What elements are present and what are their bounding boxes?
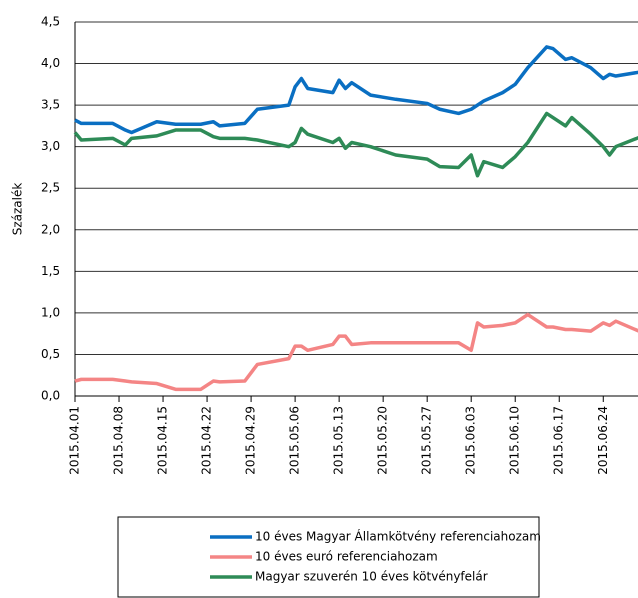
legend-label: 10 éves euró referenciahozam — [255, 550, 438, 564]
x-tick-label: 2015.05.27 — [420, 406, 434, 475]
y-tick-label: 0,5 — [41, 347, 60, 361]
x-tick-label: 2015.04.15 — [156, 406, 170, 475]
y-tick-label: 4,5 — [41, 15, 60, 29]
x-tick-label: 2015.05.20 — [376, 406, 390, 475]
x-tick-label: 2015.06.03 — [464, 406, 478, 475]
legend-label: 10 éves Magyar Államkötvény referenciaho… — [255, 529, 541, 544]
y-tick-label: 4,0 — [41, 56, 60, 70]
y-tick-label: 0,0 — [41, 389, 60, 403]
y-tick-label: 2,5 — [41, 181, 60, 195]
x-tick-label: 2015.06.10 — [508, 406, 522, 475]
y-tick-label: 3,0 — [41, 139, 60, 153]
x-tick-label: 2015.04.29 — [244, 406, 258, 475]
x-tick-label: 2015.04.01 — [68, 406, 82, 475]
series-line — [74, 45, 638, 135]
x-tick-label: 2015.04.22 — [200, 406, 214, 475]
x-tick-label: 2015.06.24 — [596, 406, 610, 475]
y-tick-label: 3,5 — [41, 98, 60, 112]
x-tick-label: 2015.04.08 — [112, 406, 126, 475]
x-tick-label: 2015.06.17 — [552, 406, 566, 475]
x-tick-label: 2015.05.06 — [288, 406, 302, 475]
series-line — [74, 312, 638, 392]
y-tick-label: 1,5 — [41, 264, 60, 278]
y-tick-label: 1,0 — [41, 305, 60, 319]
y-tick-label: 2,0 — [41, 222, 60, 236]
legend-box — [117, 516, 540, 598]
y-axis-label: Százalék — [11, 183, 25, 236]
series-line — [73, 111, 638, 178]
x-tick-label: 2015.05.13 — [332, 406, 346, 475]
legend-label: Magyar szuverén 10 éves kötvényfelár — [255, 570, 488, 584]
